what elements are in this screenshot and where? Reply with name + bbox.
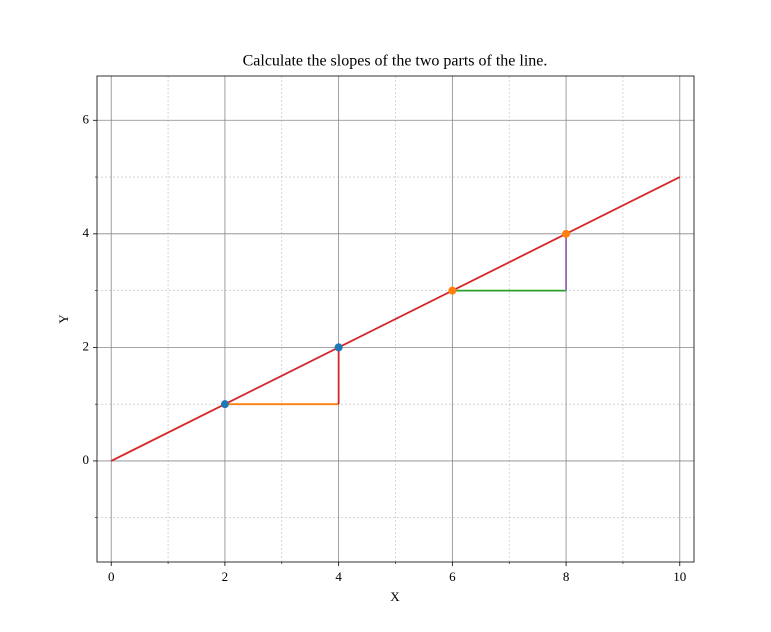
- y-tick-label: 4: [83, 225, 90, 240]
- line-segment: [110, 176, 681, 462]
- y-axis-label: Y: [56, 314, 71, 324]
- point: [220, 400, 229, 409]
- point: [334, 343, 343, 352]
- point: [562, 229, 571, 238]
- chart-title: Calculate the slopes of the two parts of…: [243, 53, 548, 70]
- x-tick-label: 8: [563, 569, 570, 584]
- point: [448, 286, 457, 295]
- y-tick-label: 0: [83, 452, 90, 467]
- x-tick-label: 4: [335, 569, 342, 584]
- plot-frame: [96, 75, 695, 563]
- x-axis-label: X: [390, 589, 400, 604]
- y-tick-label: 2: [83, 338, 90, 353]
- x-tick-label: 2: [222, 569, 229, 584]
- x-tick-label: 10: [673, 569, 686, 584]
- y-tick-label: 6: [83, 111, 90, 126]
- x-tick-label: 0: [108, 569, 115, 584]
- x-tick-label: 6: [449, 569, 456, 584]
